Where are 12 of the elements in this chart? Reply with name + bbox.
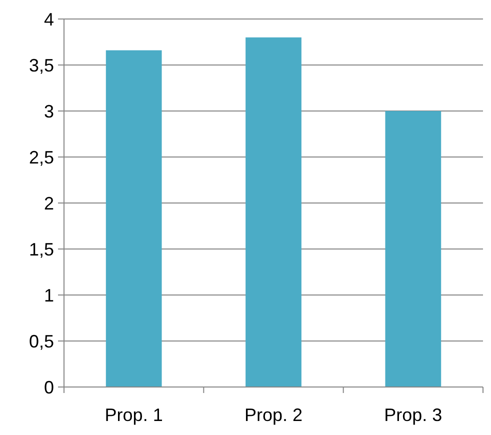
y-tick-label: 3,5: [28, 55, 54, 76]
y-tick-label: 3: [44, 101, 54, 122]
y-tick-label: 0: [44, 377, 54, 398]
y-tick-label: 2,5: [28, 147, 54, 168]
x-tick-label: Prop. 3: [384, 405, 442, 425]
y-tick-label: 1,5: [28, 239, 54, 260]
x-tick-label: Prop. 1: [104, 405, 163, 425]
y-tick-label: 0,5: [28, 331, 54, 352]
y-tick-label: 4: [44, 9, 54, 30]
y-tick-label: 1: [44, 285, 54, 306]
y-tick-label: 2: [44, 193, 54, 214]
x-tick-label: Prop. 2: [244, 405, 303, 425]
